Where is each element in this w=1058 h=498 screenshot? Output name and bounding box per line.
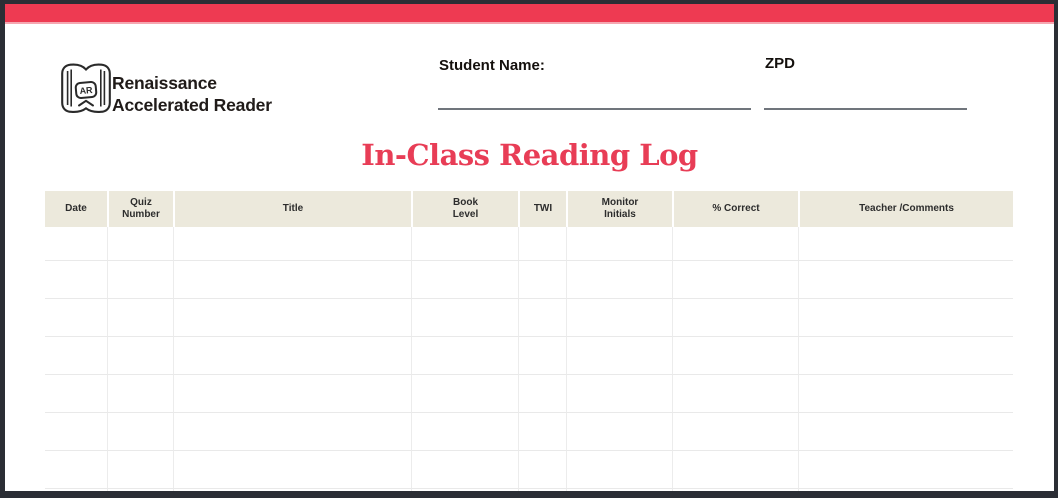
- table-cell: [672, 451, 798, 489]
- table-cell: [45, 413, 107, 451]
- table-row: [45, 261, 1013, 299]
- table-cell: [518, 489, 566, 491]
- table-cell: [45, 489, 107, 491]
- col-header-title: Title: [173, 191, 411, 227]
- table-cell: [798, 489, 1013, 491]
- table-cell: [798, 451, 1013, 489]
- table-row: [45, 227, 1013, 261]
- table-cell: [173, 261, 411, 299]
- table-cell: [107, 413, 173, 451]
- table-cell: [173, 375, 411, 413]
- table-row: [45, 489, 1013, 491]
- brand-name-line1: Renaissance: [112, 73, 217, 93]
- table-cell: [45, 451, 107, 489]
- table-cell: [798, 261, 1013, 299]
- table-row: [45, 451, 1013, 489]
- table-cell: [173, 227, 411, 261]
- col-header-teacher-comments: Teacher /Comments: [798, 191, 1013, 227]
- table-cell: [45, 261, 107, 299]
- table-cell: [798, 413, 1013, 451]
- table-cell: [798, 337, 1013, 375]
- col-header-book-level: Book Level: [411, 191, 518, 227]
- table-cell: [566, 451, 672, 489]
- table-cell: [411, 375, 518, 413]
- document-page: AR Renaissance Accelerated Reader Studen…: [5, 4, 1054, 491]
- table-cell: [45, 227, 107, 261]
- table-cell: [566, 413, 672, 451]
- table-cell: [566, 299, 672, 337]
- logo-monogram-text: AR: [79, 85, 93, 96]
- table-cell: [45, 375, 107, 413]
- table-cell: [107, 375, 173, 413]
- col-header-date: Date: [45, 191, 107, 227]
- table-cell: [518, 261, 566, 299]
- table-cell: [173, 337, 411, 375]
- table-cell: [672, 227, 798, 261]
- top-accent-bar: [5, 4, 1054, 24]
- student-name-field-line: [438, 108, 751, 110]
- table-row: [45, 375, 1013, 413]
- col-header-quiz-number: Quiz Number: [107, 191, 173, 227]
- table-cell: [411, 299, 518, 337]
- table-cell: [45, 337, 107, 375]
- table-cell: [566, 261, 672, 299]
- page-title: In-Class Reading Log: [361, 138, 698, 172]
- table-cell: [518, 375, 566, 413]
- table-cell: [518, 413, 566, 451]
- table-cell: [566, 375, 672, 413]
- table-cell: [566, 337, 672, 375]
- table-cell: [107, 261, 173, 299]
- table-cell: [798, 375, 1013, 413]
- table-cell: [672, 489, 798, 491]
- table-cell: [107, 451, 173, 489]
- student-name-label: Student Name:: [439, 57, 545, 74]
- table-cell: [107, 227, 173, 261]
- table-cell: [45, 299, 107, 337]
- table-cell: [173, 299, 411, 337]
- brand-name-line2: Accelerated Reader: [112, 94, 272, 115]
- col-header-percent-correct: % Correct: [672, 191, 798, 227]
- brand-name: Renaissance Accelerated Reader: [112, 73, 272, 116]
- table-row: [45, 299, 1013, 337]
- table-cell: [566, 489, 672, 491]
- table-cell: [411, 489, 518, 491]
- table-cell: [107, 337, 173, 375]
- reading-log-table: Date Quiz Number Title Book Level TWI Mo…: [45, 191, 1013, 491]
- table-cell: [411, 413, 518, 451]
- table-cell: [107, 489, 173, 491]
- table-cell: [672, 375, 798, 413]
- table-cell: [518, 299, 566, 337]
- table-cell: [672, 299, 798, 337]
- table-cell: [798, 227, 1013, 261]
- col-header-twi: TWI: [518, 191, 566, 227]
- table-cell: [173, 413, 411, 451]
- table-cell: [411, 261, 518, 299]
- table-cell: [672, 413, 798, 451]
- table-header-row: Date Quiz Number Title Book Level TWI Mo…: [45, 191, 1013, 227]
- zpd-field-line: [764, 108, 967, 110]
- table-cell: [107, 299, 173, 337]
- accelerated-reader-logo-icon: AR: [61, 63, 111, 113]
- table-cell: [672, 261, 798, 299]
- table-cell: [173, 451, 411, 489]
- table-row: [45, 337, 1013, 375]
- zpd-label: ZPD: [765, 55, 795, 72]
- table-cell: [411, 451, 518, 489]
- table-cell: [173, 489, 411, 491]
- table-cell: [518, 337, 566, 375]
- col-header-monitor-initials: Monitor Initials: [566, 191, 672, 227]
- table-row: [45, 413, 1013, 451]
- table-cell: [566, 227, 672, 261]
- table-cell: [672, 337, 798, 375]
- table-cell: [518, 451, 566, 489]
- table-cell: [411, 337, 518, 375]
- table-cell: [798, 299, 1013, 337]
- table-cell: [411, 227, 518, 261]
- table-cell: [518, 227, 566, 261]
